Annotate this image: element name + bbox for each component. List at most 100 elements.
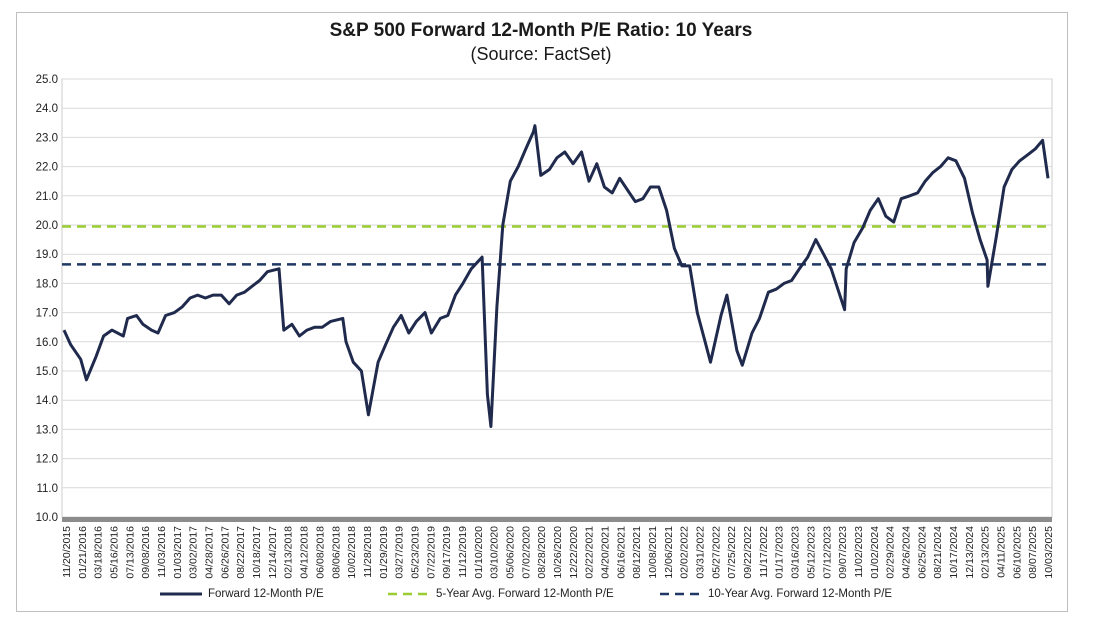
grid-lines (62, 78, 1052, 518)
y-tick-label: 18.0 (36, 278, 58, 290)
chart-title: S&P 500 Forward 12-Month P/E Ratio: 10 Y… (329, 20, 753, 41)
legend-label-10yr-avg: 10-Year Avg. Forward 12-Month P/E (708, 588, 893, 600)
series-lines (62, 124, 1050, 428)
x-tick-label: 03/16/2023 (790, 526, 802, 579)
x-tick-label: 08/12/2021 (631, 526, 643, 579)
x-tick-label: 08/22/2017 (235, 526, 247, 579)
y-tick-label: 12.0 (36, 454, 58, 466)
x-tick-label: 05/12/2023 (805, 526, 817, 579)
x-tick-label: 10/18/2017 (251, 526, 263, 579)
y-tick-label: 21.0 (36, 191, 58, 203)
x-tick-label: 08/21/2024 (932, 526, 944, 579)
y-tick-label: 16.0 (36, 337, 58, 349)
y-tick-label: 10.0 (36, 512, 58, 524)
x-axis-bar (62, 517, 1052, 522)
average-lines (62, 225, 1052, 266)
legend-swatch-5yr-avg (388, 589, 430, 599)
x-tick-label: 11/12/2019 (457, 526, 469, 578)
legend-label-5yr-avg: 5-Year Avg. Forward 12-Month P/E (436, 588, 614, 600)
x-tick-label: 06/10/2025 (1011, 526, 1023, 579)
x-tick-label: 08/28/2020 (536, 526, 548, 579)
x-tick-label: 01/03/2017 (172, 526, 184, 579)
x-tick-label: 07/13/2016 (124, 526, 136, 579)
x-tick-label: 04/28/2017 (204, 526, 216, 579)
x-tick-label: 02/13/2025 (980, 526, 992, 579)
y-tick-label: 22.0 (36, 162, 58, 174)
x-tick-label: 04/12/2018 (299, 526, 311, 579)
x-tick-label: 09/22/2022 (742, 526, 754, 579)
legend: Forward 12-Month P/E 5-Year Avg. Forward… (0, 588, 1098, 606)
x-tick-label: 04/26/2024 (900, 526, 912, 579)
x-tick-label: 02/13/2018 (283, 526, 295, 579)
plot-area (61, 78, 1053, 518)
y-tick-label: 11.0 (36, 483, 58, 495)
y-tick-label: 20.0 (36, 220, 58, 232)
y-tick-label: 24.0 (36, 103, 58, 115)
y-tick-label: 23.0 (36, 132, 58, 144)
x-tick-label: 09/07/2023 (837, 526, 849, 579)
x-tick-label: 09/17/2019 (441, 526, 453, 579)
x-tick-label: 06/25/2024 (916, 526, 928, 579)
x-tick-label: 02/22/2021 (584, 526, 596, 579)
x-tick-label: 07/12/2023 (821, 526, 833, 579)
forward-pe-line (62, 124, 1050, 428)
x-tick-label: 01/17/2023 (774, 526, 786, 579)
x-tick-label: 11/17/2022 (758, 526, 770, 578)
x-tick-label: 03/31/2022 (695, 526, 707, 579)
legend-label-forward-pe: Forward 12-Month P/E (208, 588, 324, 600)
x-tick-label: 02/02/2022 (679, 526, 691, 579)
x-tick-label: 12/14/2017 (267, 526, 279, 579)
x-tick-label: 03/10/2020 (489, 526, 501, 579)
x-tick-label: 10/26/2020 (552, 526, 564, 579)
x-tick-label: 01/02/2024 (869, 526, 881, 579)
x-tick-label: 04/20/2021 (600, 526, 612, 579)
x-tick-label: 12/13/2024 (964, 526, 976, 579)
y-tick-label: 14.0 (36, 395, 58, 407)
x-tick-label: 11/28/2018 (362, 526, 374, 578)
x-tick-label: 10/03/2025 (1043, 526, 1055, 579)
x-tick-label: 06/16/2021 (615, 526, 627, 579)
x-tick-label: 08/07/2025 (1027, 526, 1039, 579)
x-tick-label: 10/08/2021 (647, 526, 659, 579)
legend-item-10yr-avg: 10-Year Avg. Forward 12-Month P/E (660, 588, 892, 600)
x-tick-label: 11/03/2016 (156, 526, 168, 578)
y-tick-label: 19.0 (36, 249, 58, 261)
x-tick-label: 01/10/2020 (473, 526, 485, 579)
x-tick-label: 12/22/2020 (568, 526, 580, 579)
x-tick-label: 03/02/2017 (188, 526, 200, 579)
x-tick-label: 10/02/2018 (346, 526, 358, 579)
x-tick-label: 08/06/2018 (330, 526, 342, 579)
x-tick-label: 01/21/2016 (77, 526, 89, 579)
legend-item-forward-pe: Forward 12-Month P/E (160, 588, 324, 600)
x-tick-label: 12/06/2021 (663, 526, 675, 579)
y-tick-label: 25.0 (36, 74, 58, 86)
x-tick-label: 09/08/2016 (140, 526, 152, 579)
x-tick-label: 10/17/2024 (948, 526, 960, 579)
x-tick-label: 05/06/2020 (504, 526, 516, 579)
y-tick-label: 13.0 (36, 424, 58, 436)
legend-swatch-10yr-avg (660, 589, 702, 599)
y-tick-label: 17.0 (36, 308, 58, 320)
legend-item-5yr-avg: 5-Year Avg. Forward 12-Month P/E (388, 588, 614, 600)
legend-swatch-forward-pe (160, 589, 202, 599)
x-axis-labels: 11/20/2015 01/21/2016 03/18/2016 05/16/2016… (61, 526, 1055, 579)
x-tick-label: 03/18/2016 (93, 526, 105, 579)
y-tick-label: 15.0 (36, 366, 58, 378)
x-tick-label: 03/27/2019 (394, 526, 406, 579)
x-tick-label: 11/02/2023 (853, 526, 865, 578)
chart-subtitle: (Source: FactSet) (470, 44, 612, 64)
x-tick-label: 07/22/2019 (425, 526, 437, 579)
x-tick-label: 05/23/2019 (409, 526, 421, 579)
x-tick-label: 06/26/2017 (219, 526, 231, 579)
x-tick-label: 05/27/2022 (710, 526, 722, 579)
x-tick-label: 11/20/2015 (61, 526, 73, 578)
x-tick-label: 07/02/2020 (520, 526, 532, 579)
x-tick-label: 07/25/2022 (726, 526, 738, 579)
x-tick-label: 04/11/2025 (995, 526, 1007, 578)
x-tick-label: 06/08/2018 (314, 526, 326, 579)
x-tick-label: 02/29/2024 (885, 526, 897, 579)
y-axis-labels: 10.0 11.0 12.0 13.0 14.0 15.0 16.0 17.0 18.0 19.0… (36, 74, 58, 524)
x-tick-label: 01/29/2019 (378, 526, 390, 579)
x-tick-label: 05/16/2016 (109, 526, 121, 579)
